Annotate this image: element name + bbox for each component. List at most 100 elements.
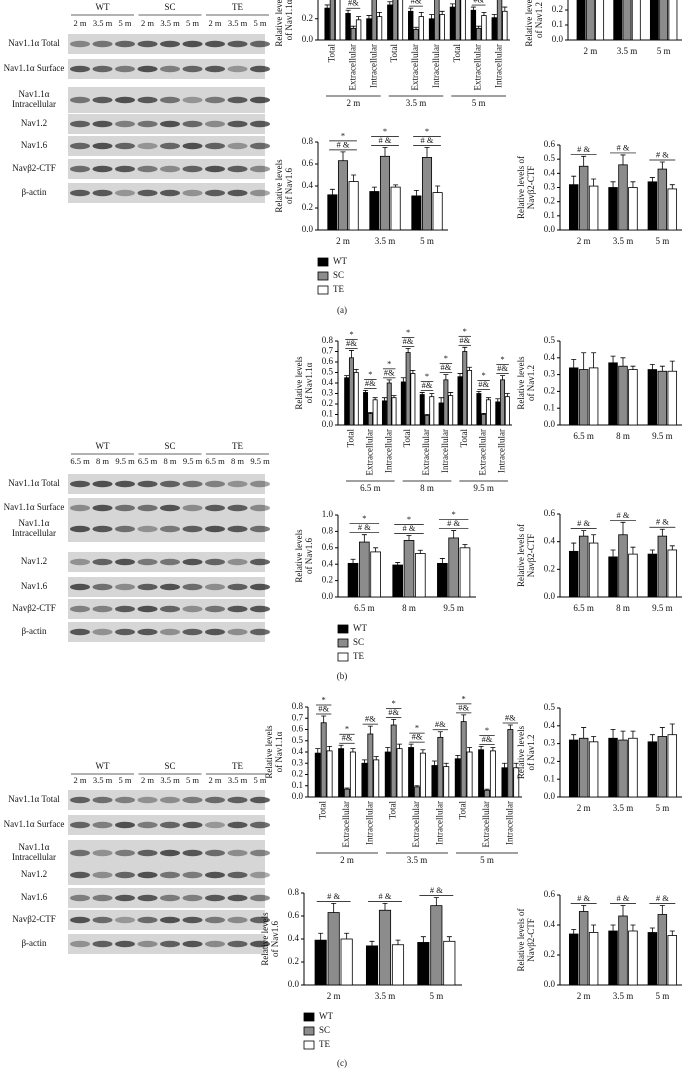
bar xyxy=(326,750,333,798)
lane-label: 3.5 m xyxy=(228,18,248,28)
error-bar xyxy=(571,359,577,368)
legend-label: TE xyxy=(353,651,364,661)
sig-label: #& xyxy=(458,702,469,712)
y-tick-label: 0.6 xyxy=(544,508,556,518)
sig-label: # & xyxy=(656,149,669,159)
x-tick-label: Extracellular xyxy=(421,429,431,475)
error-bar xyxy=(591,178,597,187)
sig-label: #& xyxy=(459,335,470,345)
blot-band xyxy=(70,894,90,902)
bar xyxy=(345,13,351,41)
bar xyxy=(443,379,449,426)
x-tick-label: Intracellular xyxy=(431,44,441,88)
blot-band xyxy=(137,871,158,879)
y-tick-label: 0.3 xyxy=(544,182,556,192)
blot-band xyxy=(115,849,135,857)
y-tick-label: 0.7 xyxy=(322,346,334,356)
error-bar xyxy=(438,397,444,403)
error-bar xyxy=(571,734,577,741)
bar xyxy=(667,188,678,231)
blot-band xyxy=(182,480,203,488)
bar xyxy=(657,535,668,598)
bar xyxy=(337,160,349,231)
error-bar xyxy=(369,940,375,946)
error-bar xyxy=(361,534,367,543)
y-axis-label: Relative levels of xyxy=(516,156,526,219)
blot-strip xyxy=(68,159,265,179)
error-bar xyxy=(591,924,597,933)
legend-label: WT xyxy=(333,256,347,266)
error-bar xyxy=(630,546,636,555)
sig-label: #& xyxy=(342,733,353,743)
blot-band xyxy=(115,96,135,104)
blot-band xyxy=(250,628,270,636)
blot-row-label: Nav1.1α Total xyxy=(8,38,60,48)
bar xyxy=(475,27,482,41)
x-tick-label: 5 m xyxy=(429,991,443,1001)
blot-band xyxy=(137,165,158,173)
blot-band xyxy=(182,504,203,512)
sig-label: * xyxy=(425,126,429,136)
x-tick-label: 2 m xyxy=(577,803,591,813)
legend-swatch xyxy=(317,271,329,281)
bar xyxy=(659,0,669,41)
x-tick-label: 5 m xyxy=(657,46,671,56)
error-bar xyxy=(591,736,597,742)
blot-row-label: β-actin xyxy=(21,626,47,636)
blot-row-label: Nav1.6 xyxy=(21,140,48,150)
blot-band xyxy=(227,605,248,613)
y-tick-label: 0.0 xyxy=(552,34,564,44)
lane-label: 5 m xyxy=(186,775,199,785)
blot-band xyxy=(160,142,180,150)
blot-band xyxy=(160,894,180,902)
blot-band xyxy=(160,504,180,512)
sig-label: * xyxy=(392,698,396,708)
blot-band xyxy=(70,142,90,150)
bar xyxy=(657,168,668,231)
legend-swatch xyxy=(337,652,349,662)
blot-band xyxy=(137,65,158,73)
error-bar xyxy=(581,530,587,537)
y-tick-label: 0.0 xyxy=(288,979,300,989)
y-axis-label: Navβ2-CTF xyxy=(526,534,536,578)
y-tick-label: 0.2 xyxy=(544,196,555,206)
blot-band xyxy=(205,916,225,924)
y-tick-label: 0.8 xyxy=(288,887,300,897)
x-tick-label: 5 m xyxy=(655,236,669,246)
x-tick-label: Total xyxy=(459,429,469,448)
error-bar xyxy=(500,375,506,380)
blot-band xyxy=(250,65,270,73)
error-bar xyxy=(620,154,626,165)
lane-label: 9.5 m xyxy=(115,456,135,466)
blot-band xyxy=(137,558,158,566)
y-axis-label: Relative levels xyxy=(294,529,304,583)
bar xyxy=(392,0,398,41)
blot-group-label: SC xyxy=(164,761,175,771)
x-tick-label: Intracellular xyxy=(434,801,444,845)
bar xyxy=(667,370,678,426)
blot-row-label: Navβ2-CTF xyxy=(12,603,56,613)
blot-row-label: β-actin xyxy=(21,938,47,948)
bar xyxy=(585,0,595,41)
bar xyxy=(413,28,419,41)
blot-band xyxy=(92,871,113,879)
blot-band xyxy=(205,796,225,804)
blot-band xyxy=(205,583,225,591)
error-bar xyxy=(669,930,675,936)
bar xyxy=(353,372,359,426)
y-axis-label: Navβ2-CTF xyxy=(526,918,536,962)
x-tick-label: Intracellular xyxy=(383,429,393,473)
legend-swatch xyxy=(337,638,349,648)
group-label: 6.5 m xyxy=(360,483,381,493)
y-tick-label: 0.3 xyxy=(292,757,304,767)
blot-band xyxy=(137,894,158,902)
bar xyxy=(608,187,618,231)
blot-band xyxy=(70,916,90,924)
error-bar xyxy=(591,352,597,368)
blot-row-label: Nav1.6 xyxy=(21,892,48,902)
group-label: 2 m xyxy=(340,855,354,865)
bar xyxy=(414,553,426,598)
bar xyxy=(578,535,589,598)
blot-band xyxy=(250,894,270,902)
bar xyxy=(489,750,496,798)
